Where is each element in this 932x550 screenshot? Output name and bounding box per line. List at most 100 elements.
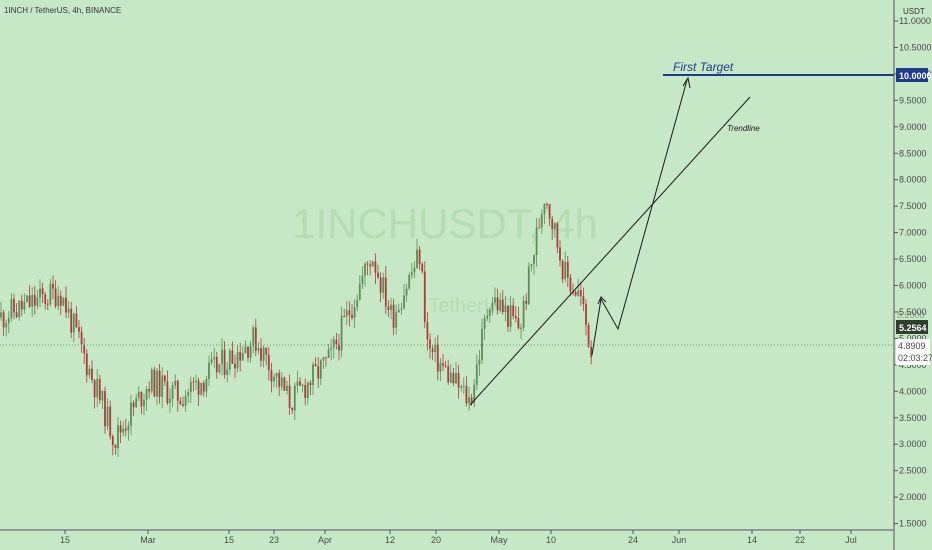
candle xyxy=(527,262,530,306)
candle xyxy=(143,393,145,416)
candle xyxy=(195,374,197,390)
candle xyxy=(345,300,348,326)
candle xyxy=(579,281,582,306)
candle xyxy=(325,356,327,367)
candle xyxy=(140,391,143,415)
candle xyxy=(559,240,561,267)
candle xyxy=(93,378,96,409)
candle xyxy=(392,298,395,336)
candle xyxy=(494,287,496,306)
candle xyxy=(533,254,535,275)
target-price-text: 10.0000 xyxy=(899,71,932,81)
candle xyxy=(522,295,525,332)
x-tick-label: 10 xyxy=(546,535,556,545)
candle xyxy=(322,356,325,369)
y-tick-label: 2.5000 xyxy=(899,466,927,476)
y-tick-label: 4.0000 xyxy=(899,386,927,396)
y-tick-label: 11.0000 xyxy=(899,16,931,26)
trendline-label[interactable]: Trendline xyxy=(727,124,760,133)
candle xyxy=(270,362,273,393)
candle xyxy=(72,312,75,343)
candle xyxy=(364,261,366,287)
trendline[interactable] xyxy=(469,96,751,406)
candle xyxy=(18,300,21,321)
candle xyxy=(158,363,161,404)
candle xyxy=(585,299,587,336)
first-target-label[interactable]: First Target xyxy=(673,60,734,74)
y-tick-label: 9.5000 xyxy=(899,95,927,105)
candle xyxy=(192,377,195,392)
candle xyxy=(137,386,140,401)
candle xyxy=(330,338,333,361)
candle xyxy=(366,261,369,276)
candle xyxy=(384,266,387,315)
candle xyxy=(57,286,60,311)
candle xyxy=(429,333,431,359)
y-tick-label: 6.5000 xyxy=(899,254,927,264)
candle xyxy=(257,342,260,355)
current-price-text: 5.2564 xyxy=(899,323,927,333)
symbol-header[interactable]: 1INCH / TetherUS, 4h, BINANCE xyxy=(4,6,121,15)
candle xyxy=(374,253,377,285)
candle xyxy=(98,374,101,404)
candle xyxy=(223,341,226,379)
candle xyxy=(403,284,405,310)
candle xyxy=(213,347,216,368)
y-tick-label: 10.5000 xyxy=(899,42,932,52)
candle xyxy=(148,381,151,399)
candle xyxy=(262,345,265,368)
candle xyxy=(491,297,494,316)
candle xyxy=(444,361,447,368)
candle xyxy=(189,376,192,403)
candle xyxy=(39,279,41,308)
candle xyxy=(215,351,218,380)
candle xyxy=(197,377,200,406)
candle xyxy=(520,323,522,340)
candle xyxy=(221,338,223,376)
x-tick-label: 12 xyxy=(385,535,395,545)
candle xyxy=(499,292,502,313)
candle xyxy=(332,335,335,359)
hidden-price-label: 5.2000 xyxy=(897,310,925,320)
candle xyxy=(314,357,317,367)
candle xyxy=(236,344,239,373)
candle xyxy=(413,261,416,278)
candle xyxy=(26,295,28,303)
candle xyxy=(538,218,541,229)
candle xyxy=(405,283,408,302)
candle xyxy=(23,293,26,314)
candle xyxy=(449,363,452,384)
candle xyxy=(119,420,122,444)
candle xyxy=(447,359,450,385)
x-tick-label: Mar xyxy=(140,535,156,545)
candle xyxy=(0,301,2,321)
candle xyxy=(36,289,39,310)
x-tick-label: Apr xyxy=(318,535,332,545)
candle xyxy=(421,262,424,274)
candle xyxy=(239,342,242,372)
candle xyxy=(442,353,444,372)
candle xyxy=(304,378,307,406)
candle xyxy=(13,293,15,320)
candle xyxy=(377,264,379,279)
candle xyxy=(145,386,148,411)
x-tick-label: Jul xyxy=(845,535,857,545)
candle xyxy=(15,302,18,319)
candle xyxy=(587,322,590,348)
candle xyxy=(475,354,478,390)
candle xyxy=(387,300,390,317)
candle xyxy=(293,382,296,421)
candle xyxy=(291,406,294,414)
candle xyxy=(496,288,499,315)
candle xyxy=(234,354,236,379)
projection-path[interactable] xyxy=(591,79,688,356)
last-price-text: 4.8909 xyxy=(898,341,926,351)
candle xyxy=(254,318,257,357)
candle xyxy=(543,203,546,225)
candle xyxy=(54,280,57,309)
candle xyxy=(244,340,247,354)
candle xyxy=(130,394,132,436)
candle xyxy=(488,307,491,324)
